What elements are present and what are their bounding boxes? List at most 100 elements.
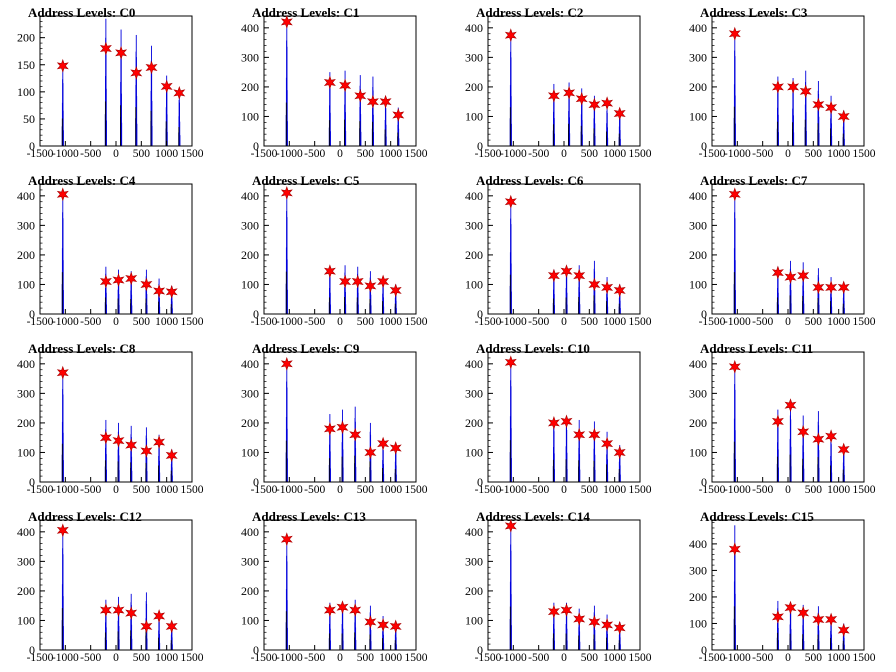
- x-tick-label: -500: [80, 148, 101, 160]
- hist-peak: [328, 72, 331, 146]
- x-tick-label: 500: [805, 316, 823, 328]
- peak-marker: [349, 427, 362, 442]
- x-tick-label: 1000: [603, 316, 626, 328]
- x-tick-label: -1000: [276, 652, 303, 664]
- peak-marker: [784, 398, 797, 413]
- peak-marker: [573, 427, 586, 442]
- x-tick-label: 1500: [629, 316, 652, 328]
- x-tick-label: 1000: [379, 148, 402, 160]
- hist-peak: [178, 91, 181, 146]
- peak-marker: [787, 79, 800, 94]
- y-tick-label: 200: [689, 590, 707, 604]
- x-tick-label: 1500: [853, 652, 876, 664]
- peak-marker: [825, 100, 838, 115]
- peak-marker: [339, 274, 352, 289]
- x-tick-label: -500: [528, 484, 549, 496]
- peak-marker: [377, 274, 390, 289]
- x-tick-label: 500: [357, 652, 375, 664]
- y-tick-label: 100: [241, 277, 259, 291]
- peak-marker: [504, 355, 517, 370]
- y-tick-label: 300: [465, 386, 483, 400]
- y-tick-label: 200: [17, 31, 35, 45]
- peak-marker: [349, 603, 362, 618]
- x-tick-label: 500: [581, 148, 599, 160]
- chart-panel-0: Address Levels: C0 0 50 100 150 200 -1500 -1000…: [0, 0, 224, 168]
- y-tick-label: 300: [465, 50, 483, 64]
- hist-peak: [285, 539, 288, 650]
- hist-peak: [733, 33, 736, 146]
- chart-panel-8: Address Levels: C8 0 100 200 300 400 -1500 -100…: [0, 336, 224, 504]
- x-tick-label: -1500: [475, 484, 502, 496]
- chart-svg: 0 100 200 300 400 -1500-1000 -500 0 500 1000 1500: [689, 15, 876, 160]
- peak-marker: [112, 433, 125, 448]
- peak-marker: [799, 84, 812, 99]
- y-tick-label: 200: [241, 584, 259, 598]
- x-tick-label: -500: [80, 316, 101, 328]
- x-tick-label: 1500: [181, 316, 204, 328]
- y-tick-label: 300: [465, 218, 483, 232]
- hist-peak: [285, 21, 288, 146]
- y-tick-label: 0: [29, 139, 35, 153]
- peak-marker: [173, 85, 186, 100]
- x-tick-label: 500: [133, 652, 151, 664]
- x-tick-label: -1500: [475, 316, 502, 328]
- y-tick-label: 100: [465, 277, 483, 291]
- hist-peak: [606, 104, 609, 146]
- hist-peak: [285, 363, 288, 482]
- chart-svg: 0 100 200 300 400 -1500-1000 -500 0 500 1000 1500: [241, 351, 428, 496]
- hist-peak: [341, 409, 344, 482]
- y-tick-label: 400: [241, 357, 259, 371]
- y-tick-label: 0: [477, 139, 483, 153]
- hist-peak: [789, 403, 792, 482]
- peak-marker: [125, 438, 138, 453]
- x-tick-label: -1000: [52, 148, 79, 160]
- x-tick-label: -1500: [251, 484, 278, 496]
- y-tick-label: 300: [241, 554, 259, 568]
- y-tick-label: 200: [241, 248, 259, 262]
- peak-marker: [547, 88, 560, 103]
- peak-marker: [812, 280, 825, 295]
- x-tick-label: 500: [581, 484, 599, 496]
- x-tick-label: -500: [528, 652, 549, 664]
- hist-peak: [618, 284, 621, 314]
- y-tick-label: 200: [17, 248, 35, 262]
- peak-marker: [115, 45, 128, 60]
- x-tick-label: 1500: [181, 148, 204, 160]
- y-tick-label: 300: [17, 218, 35, 232]
- hist-peak: [117, 269, 120, 314]
- hist-peak: [830, 615, 833, 650]
- peak-marker: [825, 612, 838, 627]
- x-tick-label: 1000: [827, 148, 850, 160]
- peak-marker: [728, 26, 741, 41]
- x-tick-label: 1000: [379, 316, 402, 328]
- peak-marker: [323, 264, 336, 279]
- x-tick-label: 1000: [603, 148, 626, 160]
- x-tick-label: 1500: [181, 652, 204, 664]
- y-tick-label: 400: [689, 357, 707, 371]
- y-tick-label: 200: [465, 416, 483, 430]
- peak-marker: [364, 445, 377, 460]
- chart-panel-3: Address Levels: C3 0 100 200 300 400 -1500 -100…: [672, 0, 896, 168]
- peak-marker: [112, 273, 125, 287]
- x-tick-label: 1000: [603, 484, 626, 496]
- hist-peak: [328, 602, 331, 650]
- peak-marker: [837, 623, 850, 638]
- x-tick-label: -500: [304, 652, 325, 664]
- x-tick-label: 0: [785, 652, 791, 664]
- peak-marker: [125, 271, 138, 286]
- peak-marker: [323, 603, 336, 618]
- peak-marker: [797, 424, 810, 439]
- hist-peak: [509, 201, 512, 314]
- y-tick-label: 100: [17, 277, 35, 291]
- peak-marker: [560, 264, 573, 279]
- x-tick-label: -1000: [52, 484, 79, 496]
- peak-marker: [504, 194, 517, 209]
- peak-marker: [837, 109, 850, 124]
- peak-marker: [99, 603, 112, 618]
- y-tick-label: 0: [253, 643, 259, 657]
- y-tick-label: 200: [689, 416, 707, 430]
- y-tick-label: 100: [241, 109, 259, 123]
- x-tick-label: 0: [561, 484, 567, 496]
- x-tick-label: 1000: [827, 484, 850, 496]
- chart-panel-10: Address Levels: C10 0 100 200 300 400 -1500 -10…: [448, 336, 672, 504]
